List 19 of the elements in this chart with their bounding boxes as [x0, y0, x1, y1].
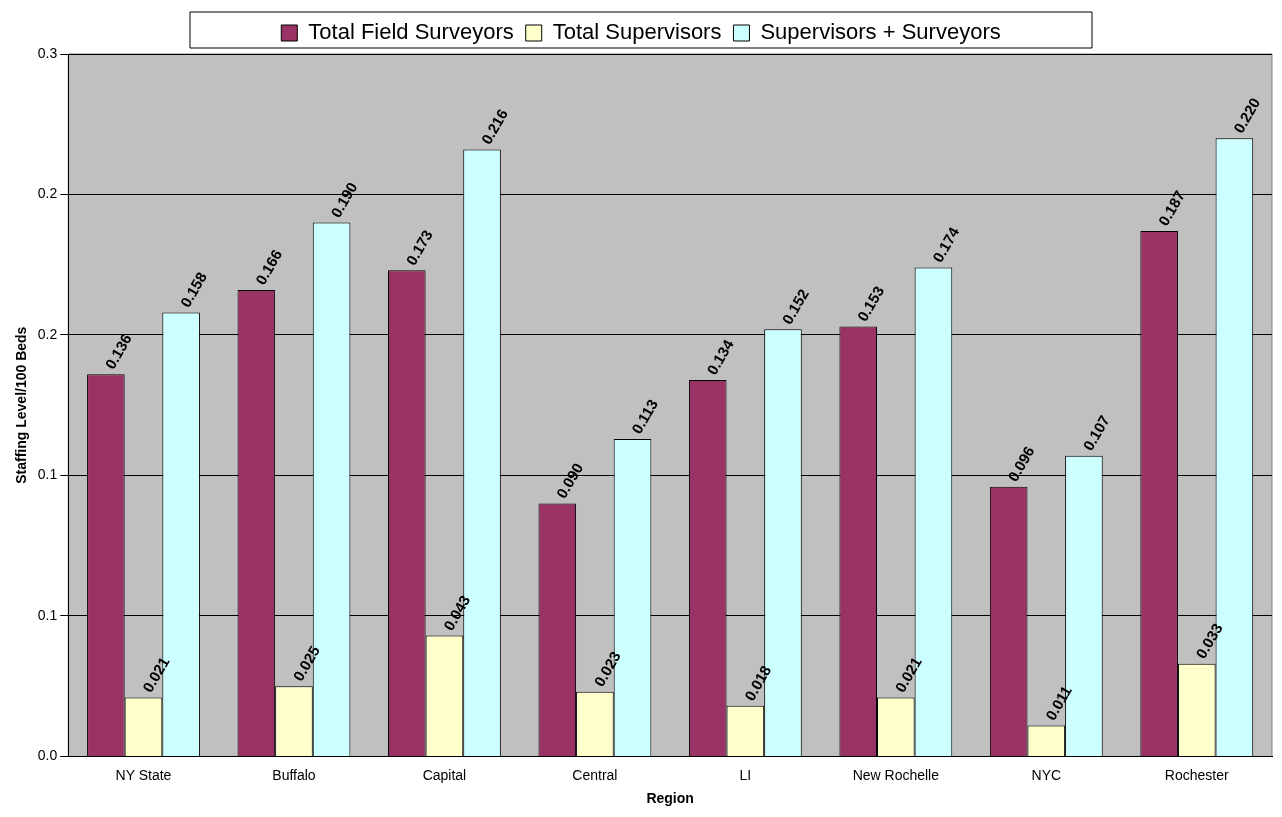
y-tick-label: 0.2 [37, 185, 58, 202]
x-tick-label: Buffalo [272, 766, 316, 783]
y-axis-title: Staffing Level/100 Beds [13, 326, 30, 484]
x-tick-label: New Rochelle [852, 766, 940, 783]
x-tick-label: LI [739, 766, 752, 783]
y-tick-label: 0.0 [37, 747, 58, 764]
x-tick-label: Central [572, 766, 618, 783]
legend-label: Total Supervisors [552, 19, 722, 45]
x-tick-label: NYC [1031, 766, 1062, 783]
legend-label: Total Field Surveyors [308, 19, 514, 45]
y-tick-label: 0.1 [37, 466, 58, 483]
x-axis-title: Region [646, 790, 694, 807]
y-tick-label: 0.1 [37, 606, 58, 623]
legend-label: Supervisors + Surveyors [760, 19, 1001, 45]
y-tick-label: 0.2 [37, 325, 58, 342]
x-tick-label: NY State [115, 766, 172, 783]
y-tick-label: 0.3 [37, 44, 58, 61]
x-tick-label: Rochester [1164, 766, 1229, 783]
x-tick-label: Capital [422, 766, 467, 783]
